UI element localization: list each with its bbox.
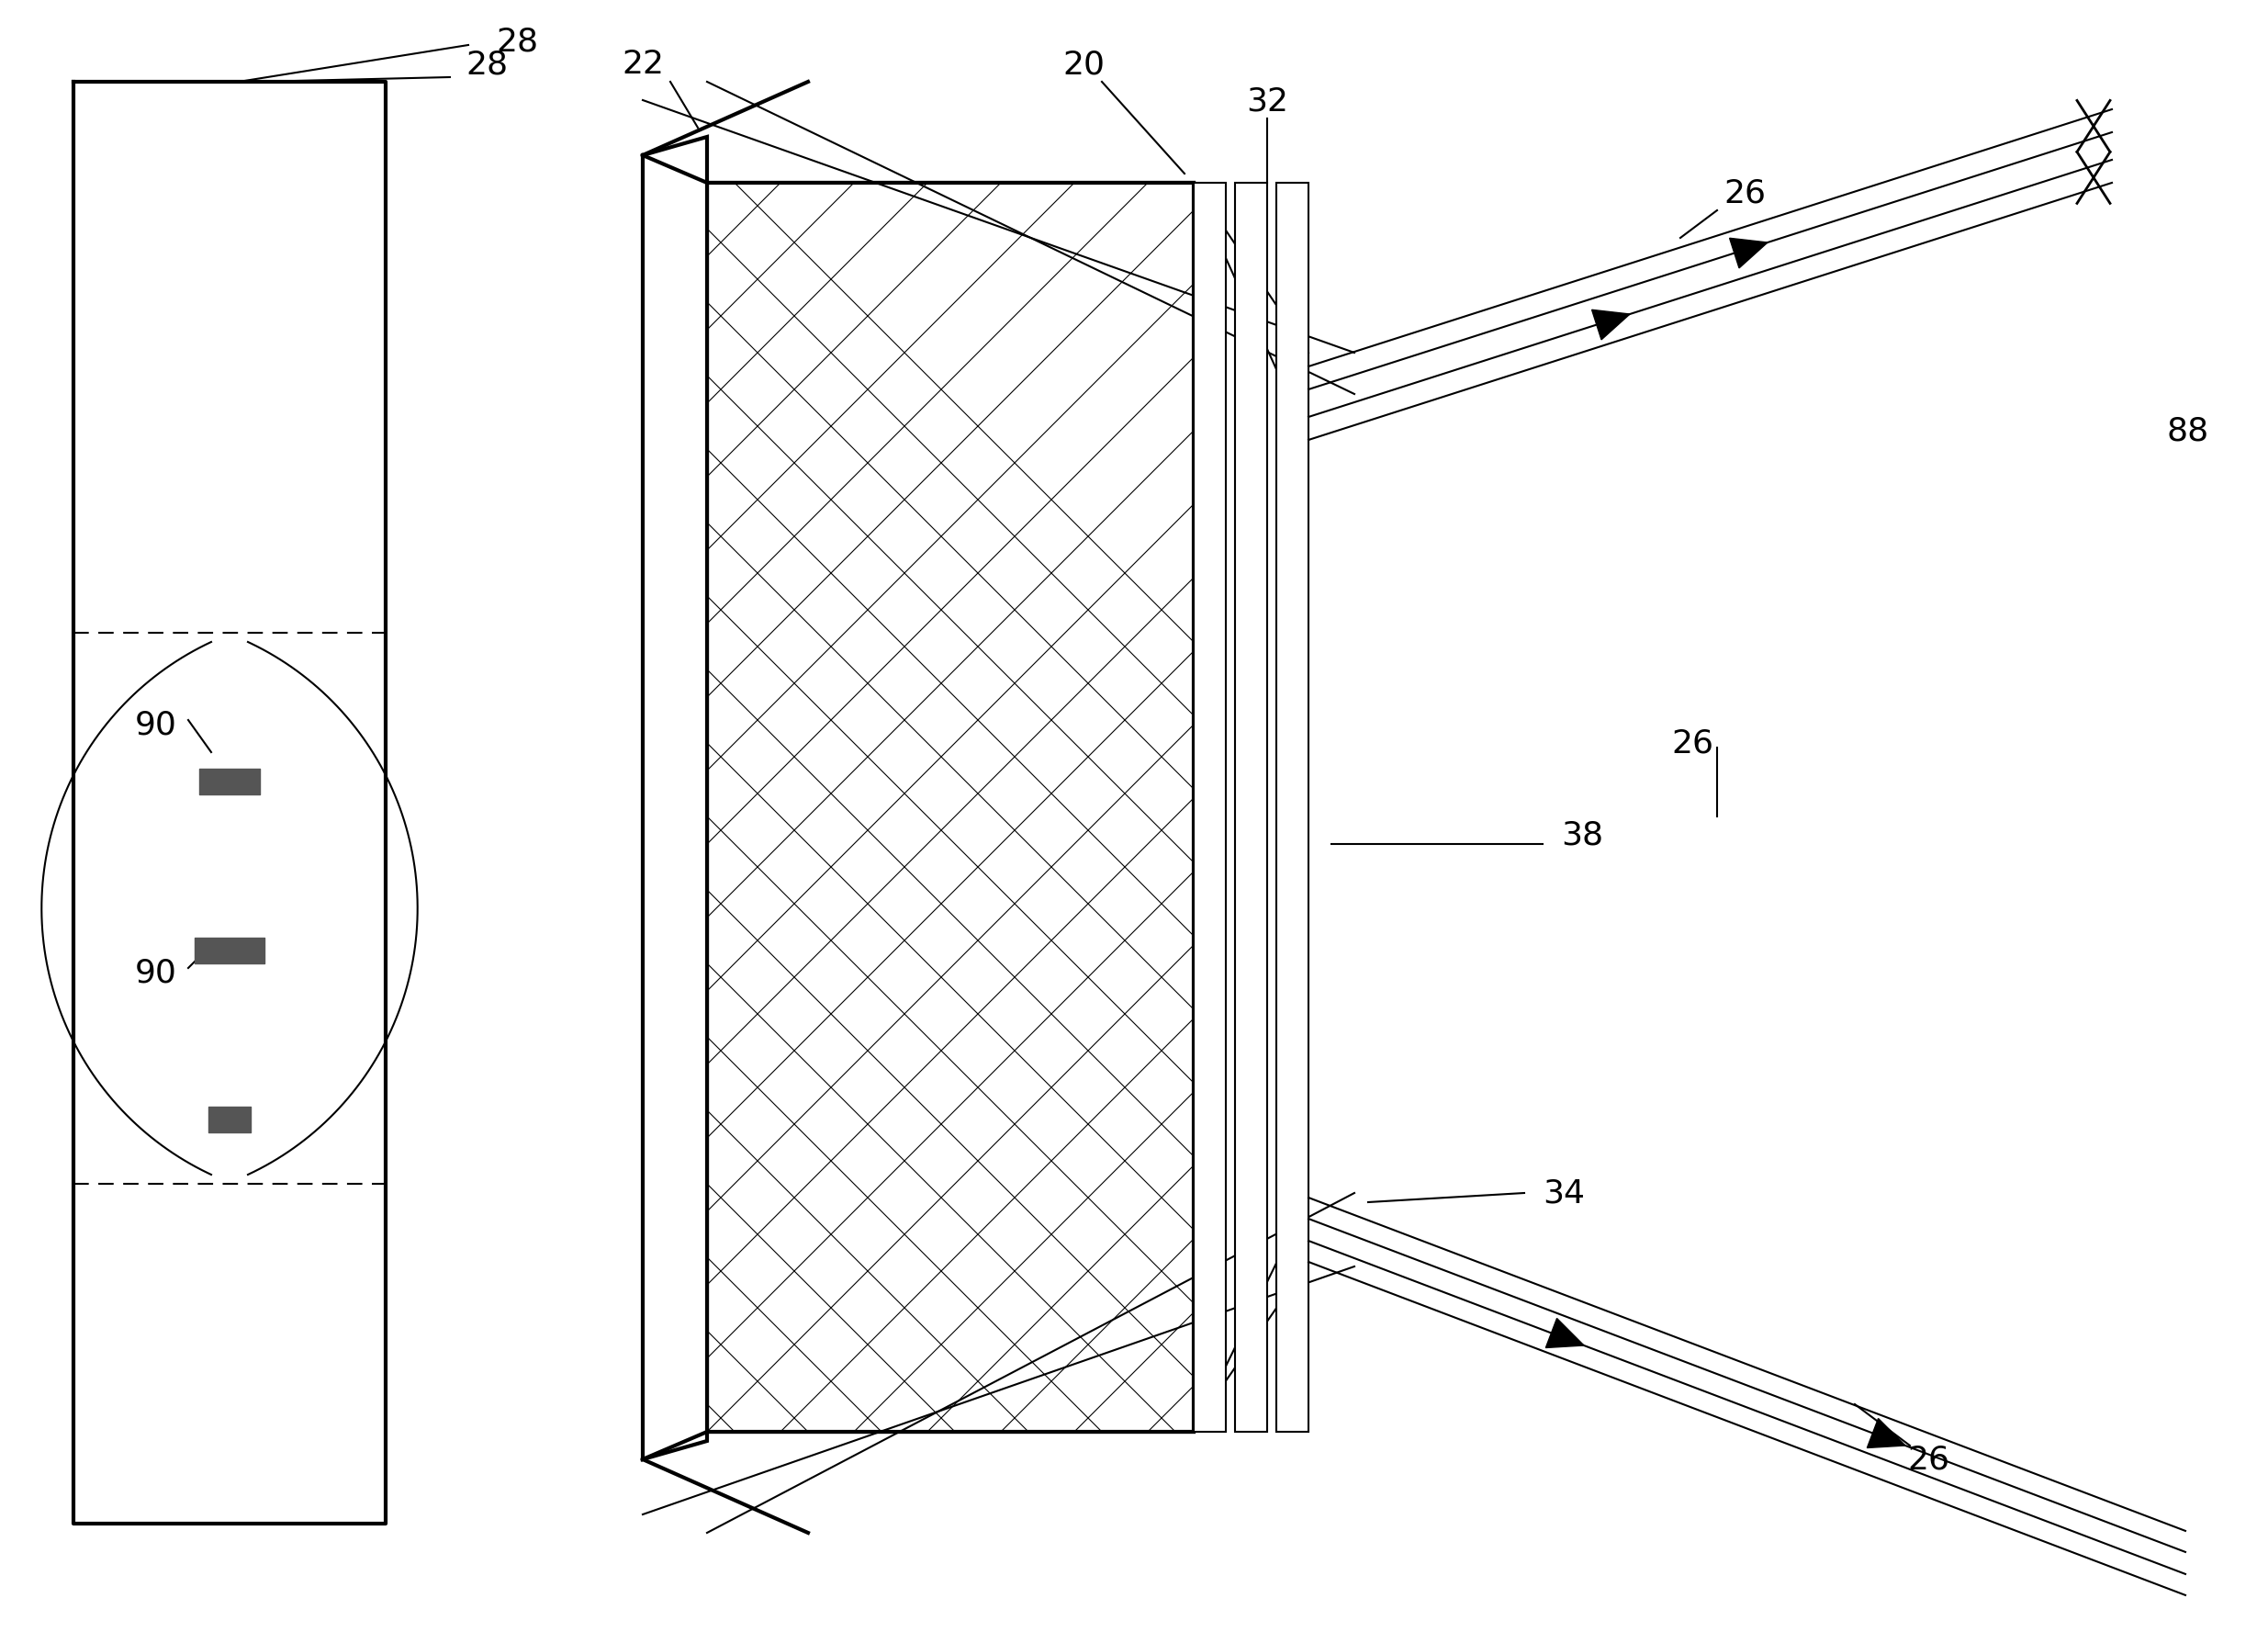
Polygon shape (708, 184, 1193, 1433)
Polygon shape (642, 138, 708, 1459)
Polygon shape (708, 184, 1193, 1433)
Polygon shape (1730, 238, 1767, 269)
Text: 26: 26 (1907, 1444, 1950, 1475)
Text: 28: 28 (497, 26, 538, 58)
Bar (1236, 184, 1268, 1433)
Polygon shape (1867, 1418, 1905, 1447)
Text: 90: 90 (136, 710, 177, 741)
Text: 28: 28 (465, 49, 508, 81)
Text: 26: 26 (1724, 177, 1767, 209)
Bar (1277, 184, 1309, 1433)
Text: 34: 34 (1542, 1178, 1585, 1209)
Text: 22: 22 (621, 49, 665, 81)
Bar (1193, 184, 1225, 1433)
Text: 20: 20 (1061, 49, 1105, 81)
Polygon shape (1547, 1319, 1583, 1347)
Text: 32: 32 (1245, 85, 1288, 117)
Text: 26: 26 (1672, 728, 1712, 759)
Text: 38: 38 (1560, 820, 1603, 851)
Text: 88: 88 (2166, 416, 2209, 447)
Polygon shape (1592, 311, 1631, 340)
Text: 90: 90 (136, 958, 177, 989)
